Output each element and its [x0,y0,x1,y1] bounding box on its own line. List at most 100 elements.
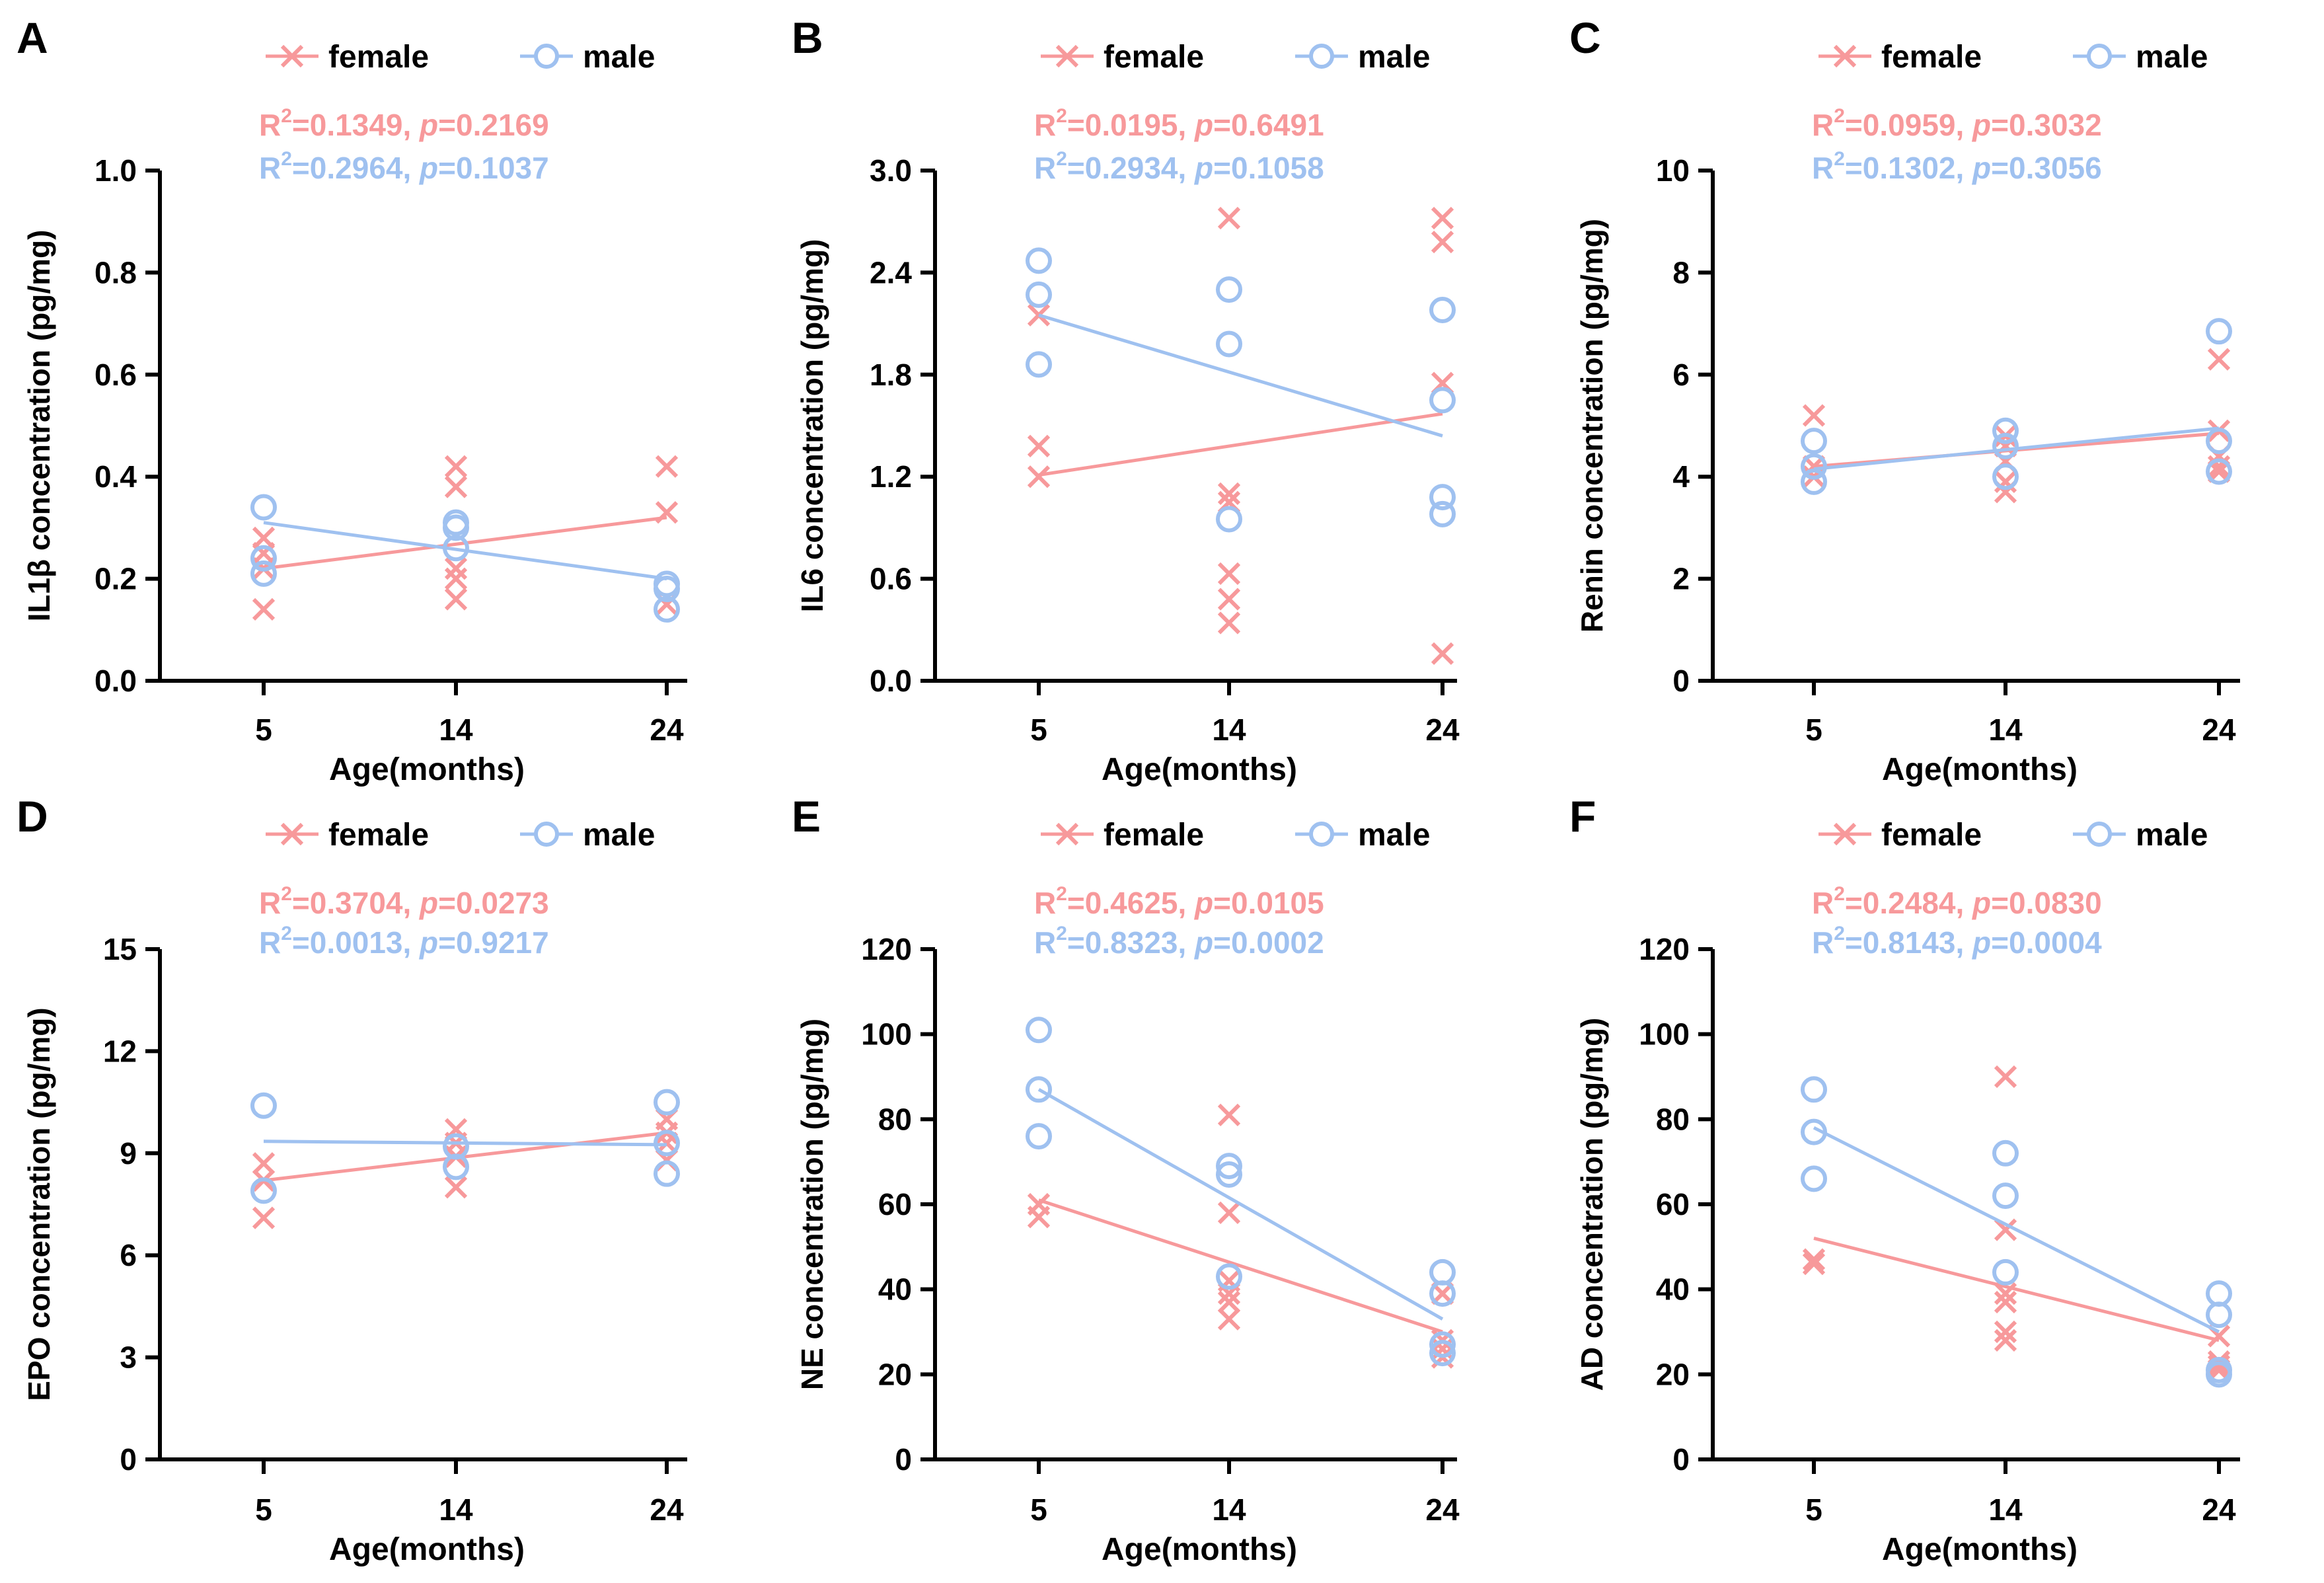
legend-female-marker [1055,822,1079,846]
data-point-male [2206,1361,2232,1388]
fit-line-female [1813,1237,2220,1342]
x-tick-label: 5 [1805,1492,1822,1527]
x-tick-label: 14 [1212,1492,1246,1527]
data-point-male [1801,1076,1827,1103]
y-tick-label: 2 [1672,562,1690,596]
data-point-female [2207,348,2231,371]
data-point-female [1431,206,1454,230]
legend-female-label: female [1881,40,1982,75]
x-tick-label: 24 [1425,713,1460,747]
x-tick-label: 24 [650,1492,684,1527]
y-tick-label: 1.8 [870,358,912,392]
data-point-female [1994,470,2017,494]
data-point-male [1801,428,1827,455]
series-female [252,455,679,621]
x-tick-label: 24 [2202,1492,2236,1527]
data-point-female [1027,1206,1051,1229]
stats-female: R2=0.3704, p=0.0273 [259,883,549,920]
x-tick-label: 24 [650,713,684,747]
y-axis-title: IL6 concentration (pg/mg) [795,239,829,613]
y-tick-label: 80 [1656,1102,1690,1136]
y-tick-label: 2.4 [870,255,912,290]
data-point-female [1994,1290,2017,1314]
series-female [1802,1065,2231,1382]
legend-female-marker [280,44,304,68]
data-point-female [252,598,276,621]
legend-female-marker [1055,44,1079,68]
legend-male-label: male [583,818,655,853]
data-point-male [1992,1139,2019,1167]
data-point-male [1801,1118,1827,1145]
axes: 0.0 0.6 1.2 1.8 2.4 3.0 5 14 24 Age(months) IL6 co… [795,153,1460,787]
stats-female: R2=0.1349, p=0.2169 [259,105,549,142]
x-tick-label: 24 [1425,1492,1460,1527]
data-point-male [1429,297,1456,324]
data-point-male [1801,453,1827,480]
data-point-male [1026,1076,1052,1103]
y-tick-label: 0 [1672,664,1690,698]
data-point-female [1994,1320,2017,1344]
x-tick-label: 5 [1030,1492,1047,1527]
data-point-male [1216,1153,1242,1180]
fit-line-male [1038,313,1443,438]
data-point-female [1027,434,1051,458]
data-point-male [443,1153,469,1180]
stats-male: R2=0.2934, p=0.1058 [1034,148,1324,185]
stats-female: R2=0.0195, p=0.6491 [1034,105,1324,142]
series-female [1027,206,1454,665]
legend: female male [1041,40,1430,75]
legend-male-marker [534,822,559,847]
fit-line-female [263,1131,667,1182]
y-axis-title: EPO concentration (pg/mg) [22,1007,56,1401]
y-tick-label: 60 [1656,1187,1690,1221]
data-point-male [654,1160,680,1187]
legend: female male [1041,818,1430,853]
legend-male-marker [1309,44,1334,69]
stats-male: R2=0.8143, p=0.0004 [1812,923,2102,960]
data-point-male [1026,281,1052,308]
x-axis-title: Age(months) [1882,752,2078,787]
stats-female: R2=0.2484, p=0.0830 [1812,883,2102,920]
x-tick-label: 14 [439,1492,473,1527]
x-axis-title: Age(months) [1102,752,1297,787]
fit-line-female [1038,412,1443,477]
y-tick-label: 40 [878,1272,912,1307]
data-point-female [1217,1201,1241,1224]
legend: female male [1818,818,2208,853]
data-point-female [252,1206,276,1229]
data-point-male [1992,463,2019,490]
data-point-male [1216,1161,1242,1188]
data-point-female [1994,1282,2017,1305]
x-axis-title: Age(months) [1102,1532,1297,1567]
data-point-male [1026,1123,1052,1150]
x-tick-label: 5 [255,1492,272,1527]
x-axis-title: Age(months) [329,1532,525,1567]
y-tick-label: 15 [103,932,137,966]
data-point-male [250,1177,277,1204]
y-tick-label: 60 [878,1187,912,1221]
data-point-female [252,1152,276,1175]
data-point-male [1026,1017,1052,1044]
data-point-male [654,1130,680,1157]
panel-label: E [792,792,821,841]
x-tick-label: 5 [255,713,272,747]
legend-female-label: female [1881,818,1982,853]
panel-label: D [17,792,48,841]
x-axis-title: Age(months) [1882,1532,2078,1567]
data-point-female [1431,642,1454,665]
y-tick-label: 0.6 [870,562,912,596]
y-tick-label: 12 [103,1034,137,1068]
data-point-female [1217,1307,1241,1331]
legend-female-label: female [1104,818,1204,853]
axes: 0 20 40 60 80 100 120 5 14 24 Age(months) NE concen… [795,932,1460,1567]
y-tick-label: 6 [120,1238,137,1272]
axes: 0 3 6 9 12 15 5 14 24 Age(months) EPO concentratio… [22,932,687,1567]
data-point-female [1217,482,1241,506]
data-point-female [444,567,468,590]
y-axis-title: AD concentration (pg/mg) [1575,1018,1609,1391]
data-point-male [250,545,277,572]
